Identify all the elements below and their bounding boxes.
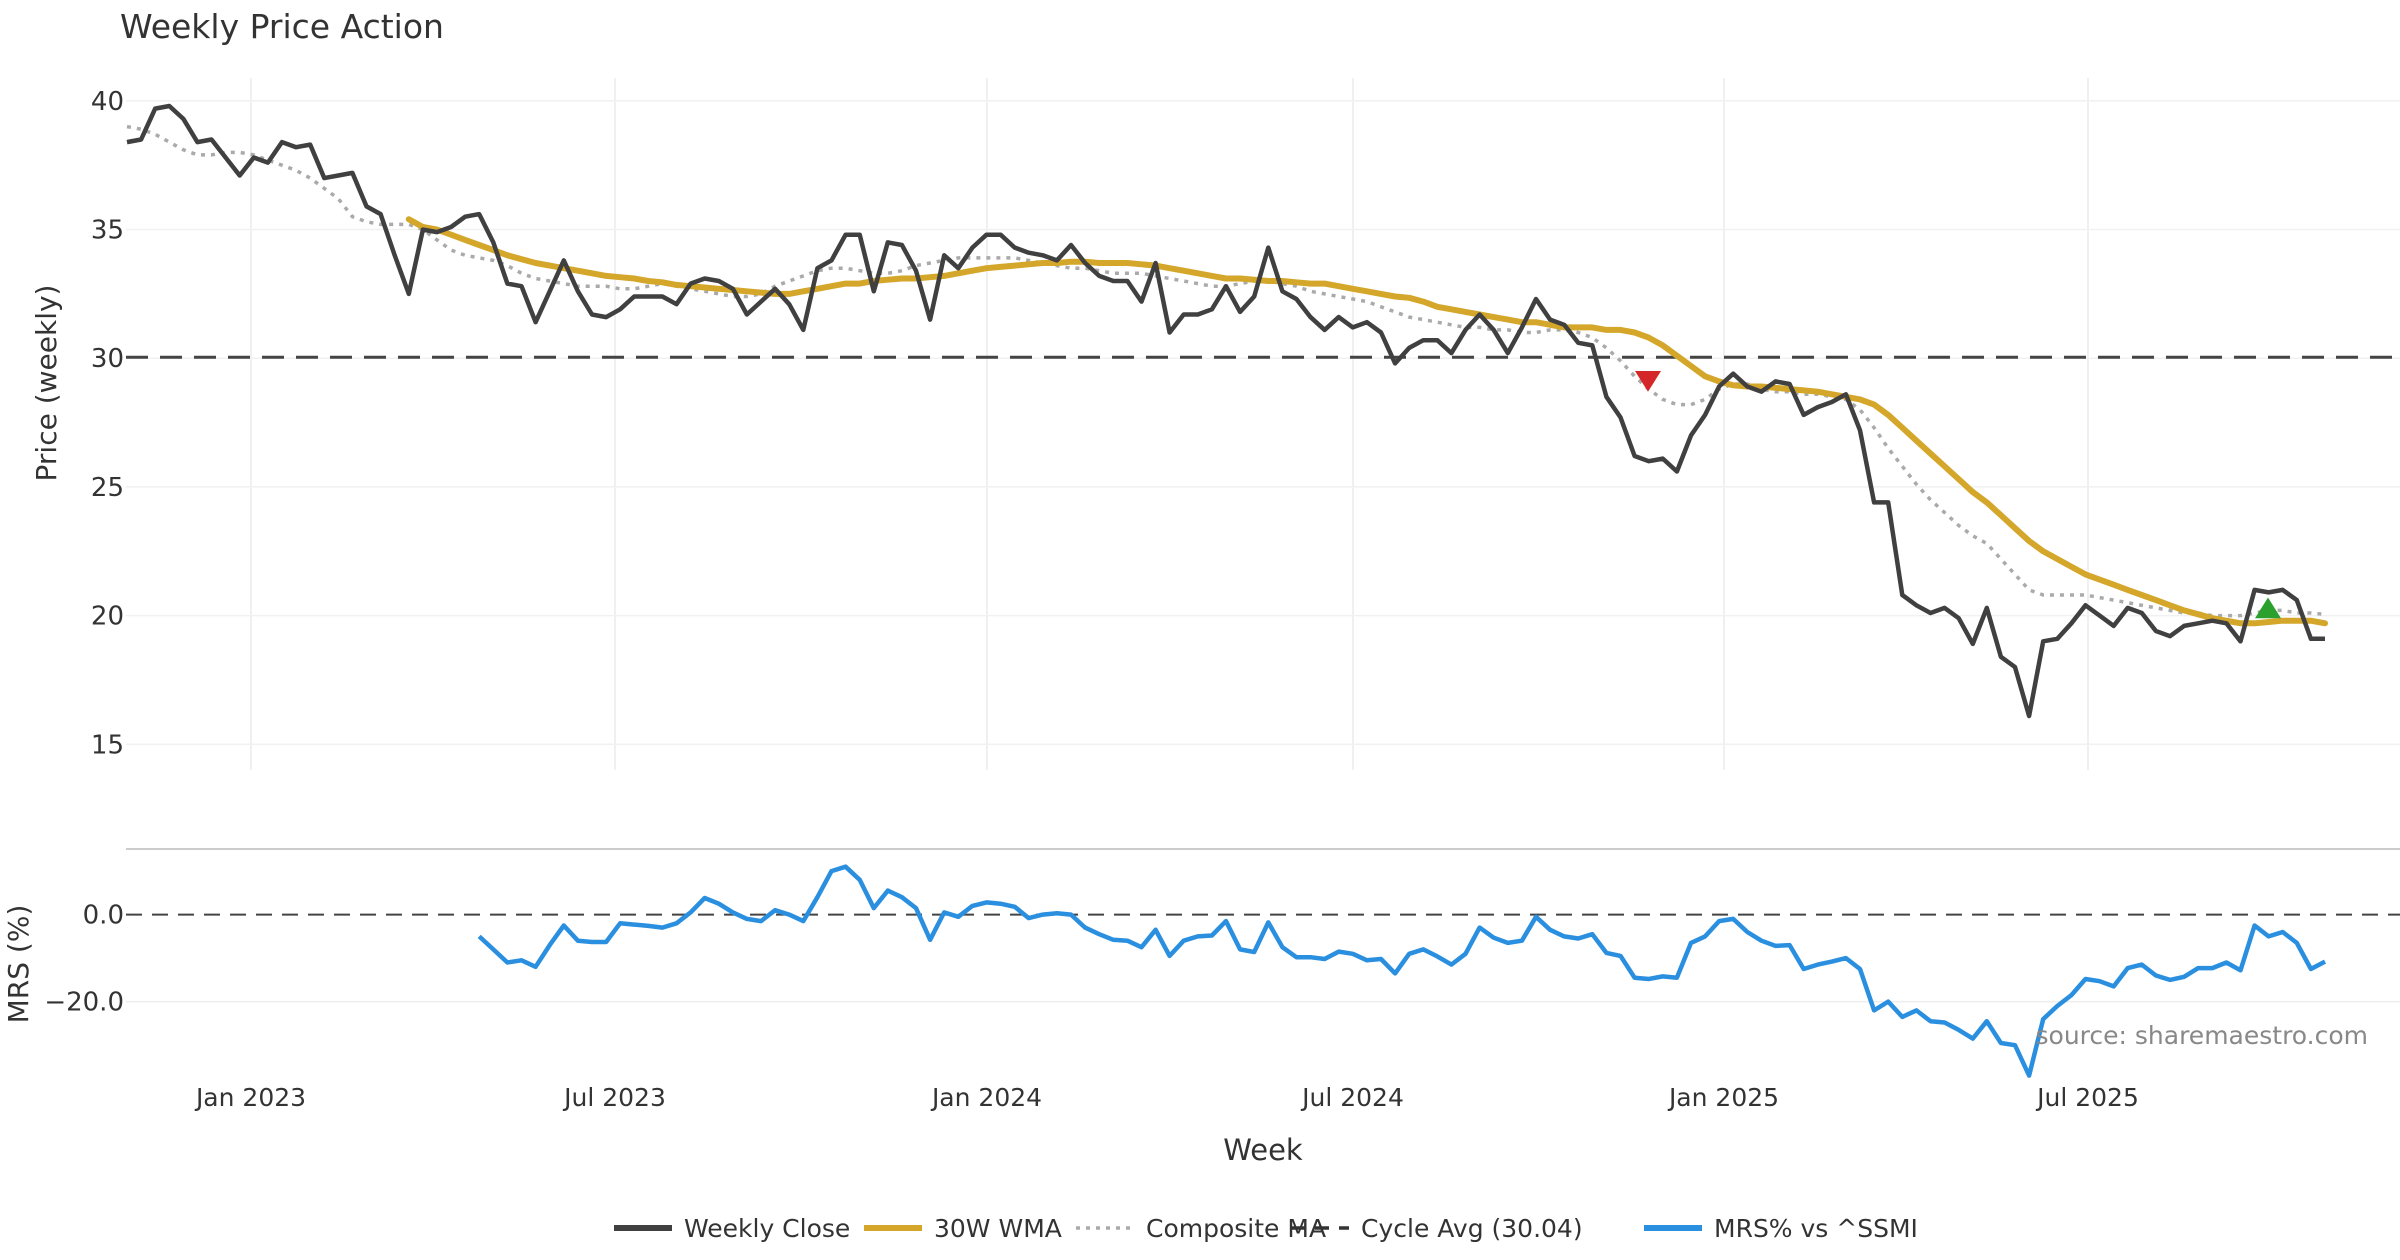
- price-y-tick-label: 25: [91, 473, 124, 503]
- price-y-tick-label: 30: [91, 344, 124, 374]
- buy-signal-marker: [2255, 597, 2281, 619]
- x-tick-label: Jan 2025: [1667, 1083, 1779, 1112]
- legend-label: Cycle Avg (30.04): [1361, 1214, 1583, 1243]
- price-y-axis-label: Price (weekly): [30, 285, 63, 482]
- vertical-gridlines: [250, 78, 2089, 770]
- price-y-tick-label: 35: [91, 216, 124, 246]
- mrs-y-ticks: 0.0 −20.0: [44, 901, 124, 1018]
- x-tick-label: Jan 2023: [194, 1083, 306, 1112]
- legend: Weekly Close 30W WMA Composite MA Cycle Avg…: [614, 1214, 1918, 1243]
- mrs-series: [126, 864, 2400, 1078]
- mrs-y-tick-label: −20.0: [44, 988, 124, 1018]
- mrs-y-axis-label: MRS (%): [2, 905, 35, 1024]
- price-gridlines: [126, 100, 2400, 746]
- legend-label: Weekly Close: [684, 1214, 850, 1243]
- signal-markers: [1635, 370, 2281, 619]
- x-tick-label: Jul 2023: [562, 1083, 666, 1112]
- price-y-tick-label: 15: [91, 730, 124, 760]
- legend-label: 30W WMA: [934, 1214, 1062, 1243]
- price-y-tick-label: 20: [91, 602, 124, 632]
- x-tick-label: Jul 2024: [1300, 1083, 1404, 1112]
- x-tick-label: Jan 2024: [930, 1083, 1042, 1112]
- x-axis-label: Week: [1223, 1133, 1303, 1167]
- weekly-close-line: [126, 103, 2325, 719]
- x-axis-ticks: Jan 2023 Jul 2023 Jan 2024 Jul 2024 Jan 2025…: [194, 1083, 2139, 1112]
- legend-label: MRS% vs ^SSMI: [1714, 1214, 1918, 1243]
- x-tick-label: Jul 2025: [2035, 1083, 2139, 1112]
- mrs-y-tick-label: 0.0: [83, 901, 124, 931]
- sell-signal-marker: [1635, 370, 1661, 392]
- price-y-tick-label: 40: [91, 87, 124, 117]
- source-watermark: source: sharemaestro.com: [2036, 1021, 2369, 1050]
- mrs-line: [477, 864, 2327, 1078]
- chart-title: Weekly Price Action: [120, 7, 444, 46]
- composite-ma-line: [126, 124, 2326, 618]
- price-y-ticks: 15 20 25 30 35 40: [91, 87, 124, 760]
- price-series: [126, 103, 2400, 719]
- wma-30w-line: [405, 216, 2328, 627]
